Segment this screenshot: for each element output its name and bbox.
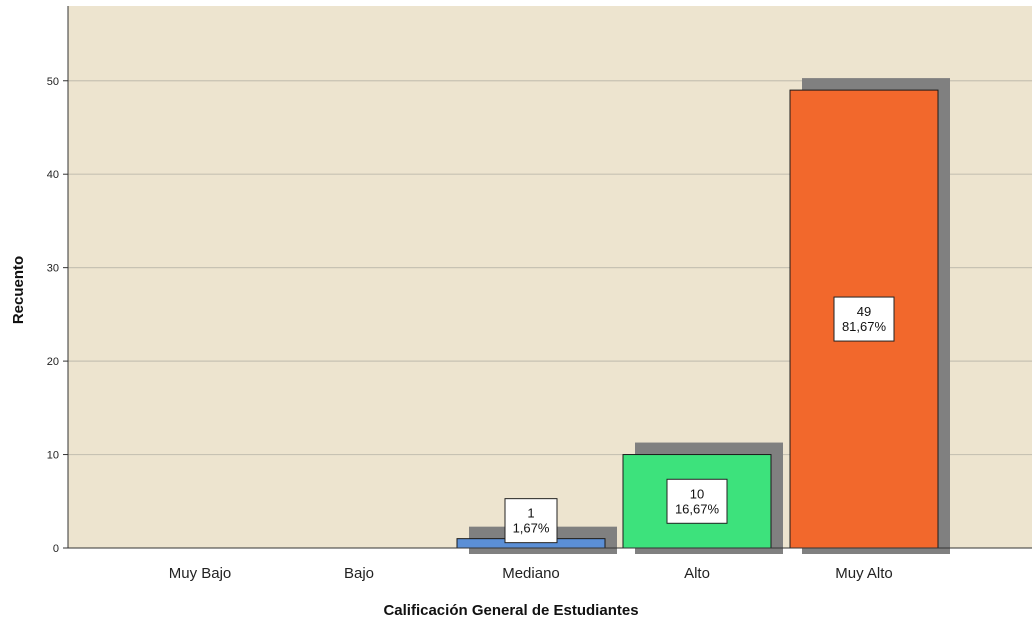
y-tick-label: 0	[53, 543, 59, 555]
y-axis-ticks: 0 10 20 30 40 50	[47, 76, 68, 555]
y-tick-label: 50	[47, 76, 59, 88]
data-label: 11,67%	[504, 498, 558, 544]
y-tick-label: 40	[47, 169, 59, 181]
x-tick-label: Bajo	[344, 565, 374, 582]
y-tick-label: 10	[47, 450, 59, 462]
data-label-count: 49	[857, 304, 871, 319]
y-axis-title: Recuento	[10, 256, 27, 324]
data-label-box	[666, 478, 728, 524]
data-label-count: 1	[527, 506, 534, 521]
data-label-count: 10	[690, 486, 704, 501]
x-axis-title: Calificación General de Estudiantes	[383, 602, 638, 619]
data-label-box	[504, 498, 558, 544]
data-label-box	[833, 296, 895, 342]
x-tick-label: Muy Bajo	[169, 565, 232, 582]
data-label-percent: 1,67%	[513, 521, 550, 536]
y-tick-label: 20	[47, 356, 59, 368]
y-tick-label: 30	[47, 263, 59, 275]
x-axis-categories: Muy Bajo Bajo Mediano Alto Muy Alto	[169, 565, 893, 582]
x-tick-label: Alto	[684, 565, 710, 582]
data-label-percent: 16,67%	[675, 501, 720, 516]
x-tick-label: Mediano	[502, 565, 560, 582]
data-label-percent: 81,67%	[842, 319, 887, 334]
x-tick-label: Muy Alto	[835, 565, 893, 582]
